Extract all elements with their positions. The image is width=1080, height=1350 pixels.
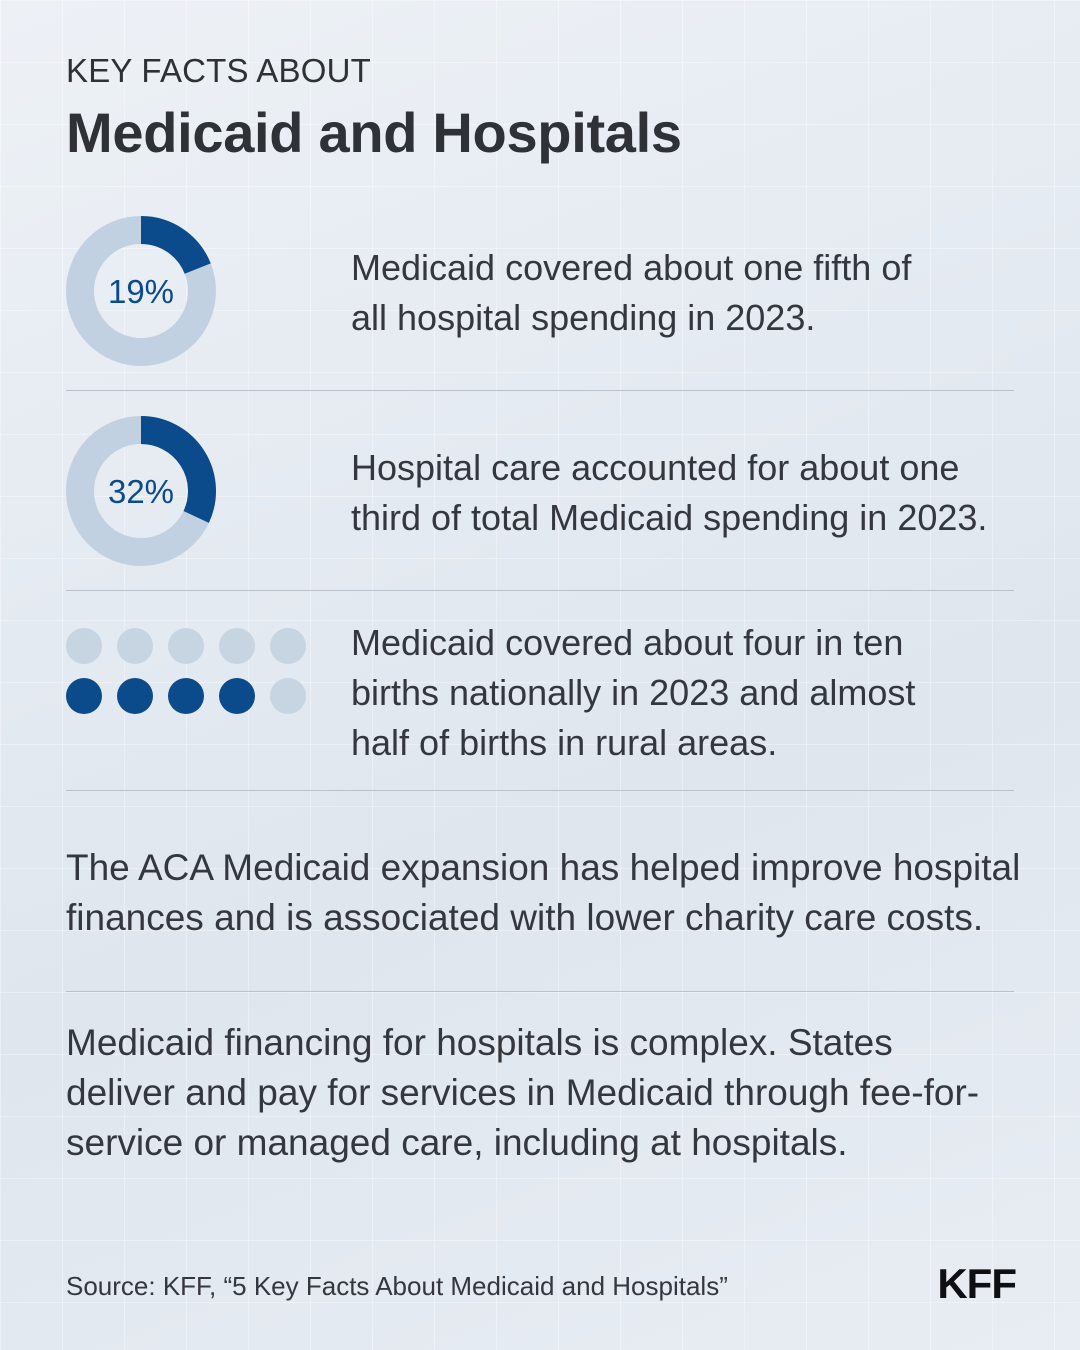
empty-dot xyxy=(117,628,153,664)
empty-dot xyxy=(270,678,306,714)
divider xyxy=(66,991,1014,992)
filled-dot xyxy=(117,678,153,714)
empty-dot xyxy=(168,628,204,664)
donut-chart-32: 32% xyxy=(66,416,216,566)
donut-segment xyxy=(140,416,216,523)
births-dot-grid xyxy=(66,628,306,714)
paragraph-line: service or managed care, including at ho… xyxy=(66,1122,848,1163)
fact-line: births nationally in 2023 and almost xyxy=(351,672,916,713)
paragraph-line: The ACA Medicaid expansion has helped im… xyxy=(66,847,1021,888)
filled-dot xyxy=(219,678,255,714)
financing-paragraph: Medicaid financing for hospitals is comp… xyxy=(66,1018,1026,1168)
fact-text: Medicaid covered about one fifth of all … xyxy=(351,243,911,343)
page-title: Medicaid and Hospitals xyxy=(66,101,682,164)
paragraph-line: finances and is associated with lower ch… xyxy=(66,897,984,938)
kicker-label: KEY FACTS ABOUT xyxy=(66,52,371,89)
donut-value-label: 19% xyxy=(108,273,174,310)
donut-segment xyxy=(140,216,211,275)
donut-chart-19: 19% xyxy=(66,216,216,366)
source-citation: Source: KFF, “5 Key Facts About Medicaid… xyxy=(66,1271,728,1301)
aca-paragraph: The ACA Medicaid expansion has helped im… xyxy=(66,843,1026,943)
empty-dot xyxy=(66,628,102,664)
divider xyxy=(66,590,1014,591)
filled-dot xyxy=(66,678,102,714)
fact-line: half of births in rural areas. xyxy=(351,722,778,763)
fact-line: all hospital spending in 2023. xyxy=(351,297,816,338)
paragraph-line: Medicaid financing for hospitals is comp… xyxy=(66,1022,893,1063)
empty-dot xyxy=(219,628,255,664)
fact-line: third of total Medicaid spending in 2023… xyxy=(351,497,988,538)
filled-dot xyxy=(168,678,204,714)
divider xyxy=(66,790,1014,791)
donut-value-label: 32% xyxy=(108,473,174,510)
fact-line: Medicaid covered about one fifth of xyxy=(351,247,912,288)
fact-line: Medicaid covered about four in ten xyxy=(351,622,904,663)
empty-dot xyxy=(270,628,306,664)
fact-line: Hospital care accounted for about one xyxy=(351,447,960,488)
paragraph-line: deliver and pay for services in Medicaid… xyxy=(66,1072,980,1113)
kff-logo: KFF xyxy=(937,1260,1017,1307)
divider xyxy=(66,390,1014,391)
fact-text: Hospital care accounted for about one th… xyxy=(351,443,987,543)
fact-text: Medicaid covered about four in ten birth… xyxy=(351,618,915,768)
